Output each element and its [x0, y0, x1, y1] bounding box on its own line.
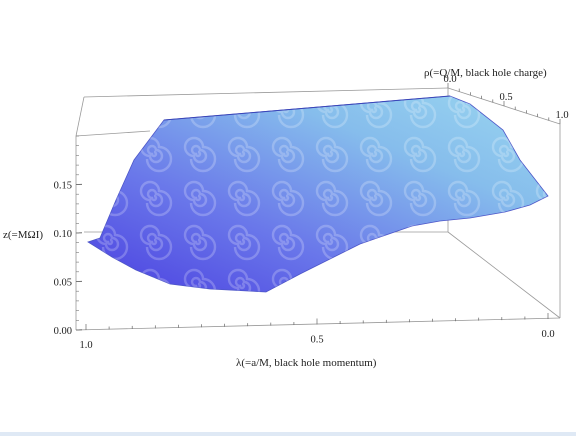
surface [87, 95, 549, 293]
z-axis: 0.00 0.05 0.10 0.15 [54, 135, 83, 337]
z-axis-label: z(=MΩI) [3, 229, 43, 241]
y-axis-label: ρ(=Q/M, black hole charge) [424, 67, 547, 79]
x-axis: 1.0 0.5 0.0 [79, 313, 555, 351]
x-tick-label: 0.5 [310, 335, 323, 346]
z-tick-label: 0.15 [54, 181, 72, 192]
y-axis: 0.0 0.5 1.0 [443, 74, 569, 124]
x-tick-label: 1.0 [79, 340, 92, 351]
z-tick-label: 0.00 [54, 326, 72, 337]
y-tick-label: 0.5 [499, 92, 512, 103]
z-tick-label: 0.05 [54, 278, 72, 289]
x-tick-label: 0.0 [541, 329, 554, 340]
z-tick-label: 0.10 [54, 229, 72, 240]
y-tick-label: 0.0 [443, 74, 456, 85]
y-tick-label: 1.0 [555, 110, 568, 121]
x-axis-label: λ(=a/M, black hole momentum) [236, 357, 377, 369]
window-bottom-strip [0, 432, 576, 436]
